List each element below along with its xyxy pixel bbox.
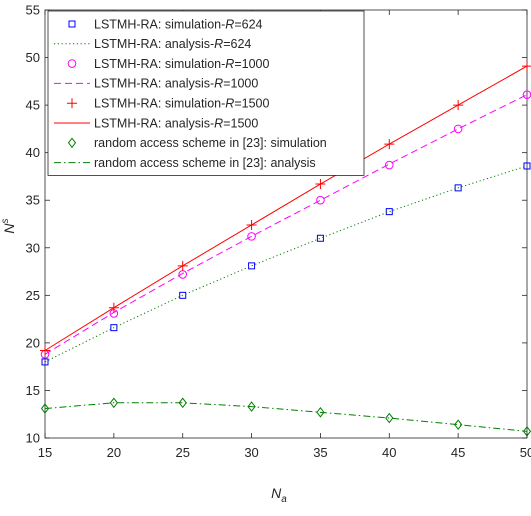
x-tick-label: 35 — [313, 445, 327, 460]
legend-label-variable: R — [225, 17, 234, 31]
legend-label-variable: R — [225, 97, 234, 111]
legend-entry: LSTMH-RA: analysis-R=1500 — [54, 116, 258, 130]
data-point — [385, 412, 394, 424]
legend-label-prefix: LSTMH-RA: analysis- — [94, 116, 214, 130]
data-point — [41, 358, 49, 366]
legend-label-variable: R — [214, 77, 223, 91]
legend-label-suffix: =1000 — [234, 57, 269, 71]
series-line — [44, 402, 528, 432]
data-point — [316, 234, 324, 242]
y-tick-label: 50 — [26, 50, 40, 65]
y-tick-label: 30 — [26, 240, 40, 255]
data-point — [522, 61, 531, 72]
x-tick-label: 50 — [520, 445, 531, 460]
data-point — [453, 124, 463, 134]
legend-label: LSTMH-RA: analysis-R=1500 — [94, 116, 258, 130]
x-tick-label: 15 — [38, 445, 52, 460]
data-point — [316, 195, 325, 205]
x-tick-label: 25 — [175, 445, 189, 460]
legend-label-prefix: LSTMH-RA: analysis- — [94, 77, 214, 91]
x-tick-label: 40 — [382, 445, 396, 460]
data-point — [454, 184, 462, 192]
series-0 — [41, 162, 531, 366]
y-tick-label: 20 — [26, 335, 40, 350]
y-tick-label: 45 — [26, 98, 40, 113]
data-point — [247, 401, 256, 412]
series-3 — [44, 94, 528, 355]
legend-marker — [68, 20, 76, 28]
data-point — [40, 403, 50, 414]
legend-box — [47, 10, 365, 176]
data-point — [109, 397, 118, 409]
series-6 — [40, 397, 531, 437]
y-tick-label: 40 — [26, 145, 40, 160]
series-7 — [44, 402, 528, 432]
legend-label: LSTMH-RA: simulation-R=1000 — [94, 57, 269, 71]
data-point — [523, 162, 531, 170]
legend-entry: random access scheme in [23]: analysis — [54, 156, 316, 170]
y-axis-label-superscript: s — [0, 218, 11, 223]
series-line — [44, 94, 528, 355]
legend-label-prefix: random access scheme in [23]: analysis — [94, 156, 316, 170]
legend-entry: LSTMH-RA: simulation-R=624 — [68, 17, 263, 31]
y-tick-label: 25 — [26, 288, 40, 303]
data-point — [247, 232, 256, 241]
data-point — [248, 262, 256, 270]
x-tick-label: 30 — [244, 445, 258, 460]
legend-label: random access scheme in [23]: analysis — [94, 156, 316, 170]
legend-marker — [67, 98, 77, 109]
legend-label-suffix: =1500 — [223, 116, 258, 130]
legend-label-prefix: LSTMH-RA: simulation- — [94, 97, 225, 111]
x-axis-label: Na — [271, 485, 287, 505]
data-point — [385, 208, 393, 216]
y-tick-label: 55 — [26, 3, 40, 18]
legend-label-prefix: LSTMH-RA: analysis- — [94, 37, 214, 51]
x-axis-label-subscript: a — [281, 494, 287, 505]
series-layer — [40, 61, 531, 437]
legend-entry: LSTMH-RA: analysis-R=1000 — [54, 77, 258, 91]
legend-label-prefix: LSTMH-RA: simulation- — [94, 17, 225, 31]
legend-label-variable: R — [214, 116, 223, 130]
legend-label: LSTMH-RA: simulation-R=1500 — [94, 97, 269, 111]
legend-label-prefix: random access scheme in [23]: simulation — [94, 136, 327, 150]
data-point — [316, 407, 325, 418]
legend-label-variable: R — [225, 57, 234, 71]
series-5 — [44, 65, 528, 351]
y-tick-label: 15 — [26, 383, 40, 398]
legend-label: LSTMH-RA: analysis-R=1000 — [94, 77, 258, 91]
series-2 — [40, 90, 531, 359]
data-point — [179, 291, 187, 299]
legend-label: LSTMH-RA: analysis-R=624 — [94, 37, 251, 51]
legend-label: LSTMH-RA: simulation-R=624 — [94, 17, 263, 31]
y-tick-label: 10 — [26, 431, 40, 446]
y-axis-label: Ns — [0, 218, 17, 233]
legend-marker — [67, 59, 77, 68]
legend-label: random access scheme in [23]: simulation — [94, 136, 327, 150]
legend-label-suffix: =624 — [234, 17, 262, 31]
series-line — [44, 65, 528, 351]
legend-entry: LSTMH-RA: analysis-R=624 — [54, 37, 251, 51]
data-point — [178, 397, 187, 409]
legend-entry: LSTMH-RA: simulation-R=1500 — [67, 97, 269, 111]
legend-label-suffix: =1500 — [234, 97, 269, 111]
data-point — [384, 160, 394, 170]
y-tick-label: 35 — [26, 193, 40, 208]
legend-marker — [67, 137, 77, 149]
data-point — [110, 324, 118, 332]
legend-entry: random access scheme in [23]: simulation — [67, 136, 327, 150]
x-tick-label: 20 — [107, 445, 121, 460]
legend-label-suffix: =1000 — [223, 77, 258, 91]
legend-label-variable: R — [214, 37, 223, 51]
legend-entry: LSTMH-RA: simulation-R=1000 — [67, 57, 269, 71]
data-point — [454, 419, 463, 430]
legend-label-suffix: =624 — [223, 37, 251, 51]
legend-label-prefix: LSTMH-RA: simulation- — [94, 57, 225, 71]
x-tick-label: 45 — [451, 445, 465, 460]
